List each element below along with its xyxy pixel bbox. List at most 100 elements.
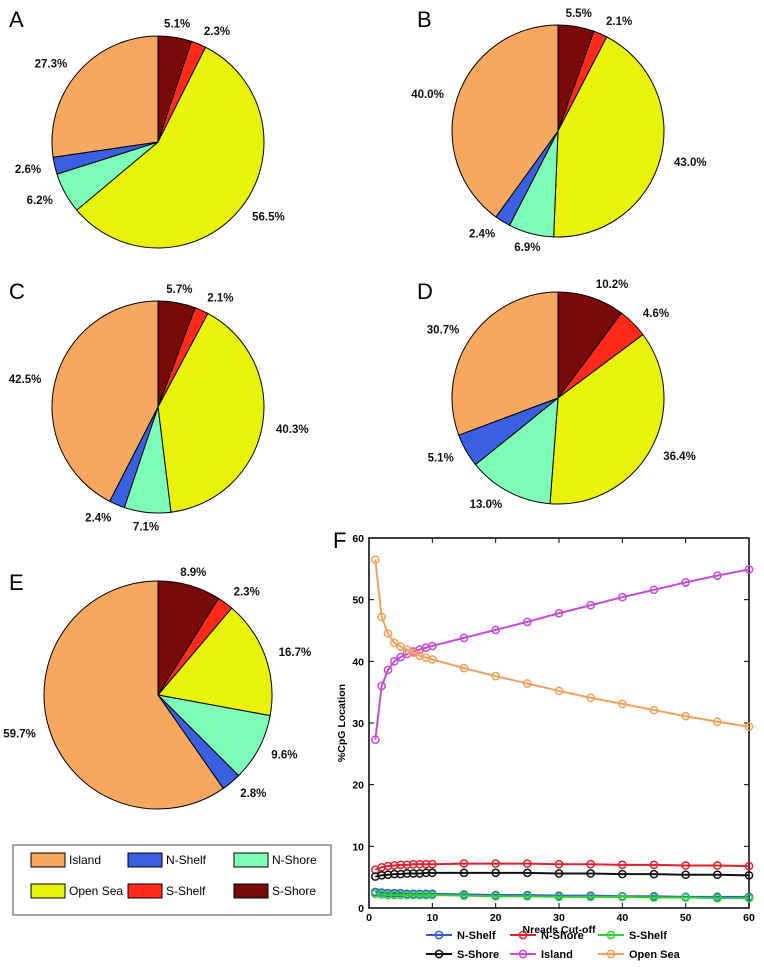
series-point-s-shelf xyxy=(617,892,627,902)
line-chart-plot-area xyxy=(368,537,750,909)
pie-legend-label-island: Island xyxy=(69,853,101,867)
pie-legend-swatch-s-shore xyxy=(233,883,269,899)
series-point-s-shore xyxy=(415,869,425,878)
y-tick-label: 60 xyxy=(352,533,364,545)
series-point-s-shelf xyxy=(712,893,722,903)
y-tick-label: 40 xyxy=(352,656,364,668)
y-tick-label: 20 xyxy=(352,780,364,792)
pie-c-label-island: 42.5% xyxy=(9,374,42,386)
series-point-n-shore xyxy=(383,861,393,871)
series-point-n-shore xyxy=(712,861,722,870)
series-point-s-shore xyxy=(522,868,532,878)
series-point-s-shelf xyxy=(377,890,387,899)
pie-a: 5.1% 2.3% 56.5% 6.2% 2.6% 27.3% xyxy=(15,19,285,249)
series-point-s-shelf xyxy=(396,890,406,900)
series-point-s-shelf xyxy=(427,890,437,900)
series-point-open-sea xyxy=(744,722,754,732)
series-point-island xyxy=(744,565,754,574)
line-legend-label-s-shelf: S-Shelf xyxy=(629,930,667,942)
series-point-island xyxy=(377,681,387,691)
pie-d-label-s-shore: 10.2% xyxy=(596,279,629,291)
series-point-open-sea xyxy=(617,699,627,709)
series-point-n-shore xyxy=(681,861,691,870)
series-point-n-shore xyxy=(415,859,425,869)
line-legend-marker-s-shelf xyxy=(606,930,616,940)
pie-e-label-s-shelf: 2.3% xyxy=(234,587,260,599)
series-s-shore xyxy=(370,868,754,881)
series-point-n-shore xyxy=(491,859,501,868)
pie-a-label-n-shore: 6.2% xyxy=(27,195,53,207)
pie-b-label-n-shelf: 2.4% xyxy=(469,228,495,240)
series-point-open-sea xyxy=(427,655,437,664)
series-point-s-shelf xyxy=(586,892,596,902)
series-point-n-shore xyxy=(421,859,431,869)
x-axis-label: Nreads Cut-off xyxy=(523,924,596,936)
series-point-island xyxy=(554,608,564,618)
series-island xyxy=(370,565,754,745)
x-tick-label: 60 xyxy=(743,912,755,924)
line-legend-marker-island xyxy=(518,949,528,959)
series-point-open-sea xyxy=(389,638,399,648)
panel-label-f: F xyxy=(333,528,346,553)
series-line-s-shelf xyxy=(375,892,749,900)
pie-a-slice-open-sea xyxy=(76,46,265,249)
line-legend-marker-n-shore xyxy=(518,930,528,940)
series-point-open-sea xyxy=(649,705,659,715)
series-point-n-shore xyxy=(402,860,412,870)
pie-d-slice-island xyxy=(451,291,559,436)
series-point-island xyxy=(617,592,627,602)
series-point-s-shelf xyxy=(744,893,754,903)
line-legend-marker-open-sea xyxy=(606,949,616,959)
pie-c-slice-open-sea xyxy=(157,312,265,513)
series-point-s-shore xyxy=(421,868,431,878)
y-tick-label: 0 xyxy=(358,903,364,915)
series-point-s-shore xyxy=(396,869,406,879)
y-tick-label: 10 xyxy=(352,841,364,853)
series-point-n-shore xyxy=(649,860,659,870)
line-chart-panel-f: 0 10 20 30 40 50 60 0 10 20 30 40 50 60 Nreads Cut-off… xyxy=(336,533,755,961)
series-point-s-shelf xyxy=(649,893,659,902)
panel-label-e: E xyxy=(9,570,24,595)
series-point-open-sea xyxy=(554,686,564,696)
pie-b-label-open-sea: 43.0% xyxy=(674,157,707,169)
series-point-s-shelf xyxy=(408,890,418,900)
pie-legend-swatch-island xyxy=(30,852,66,868)
pie-b-label-island: 40.0% xyxy=(411,89,444,101)
series-point-s-shelf xyxy=(459,891,469,901)
series-point-n-shore xyxy=(617,860,627,870)
x-tick-label: 10 xyxy=(426,912,438,924)
pie-d-label-island: 30.7% xyxy=(427,325,460,337)
series-point-s-shore xyxy=(389,869,399,879)
y-axis-label: %CpG Location xyxy=(336,684,348,762)
series-point-s-shelf xyxy=(554,892,564,902)
pie-d-label-open-sea: 36.4% xyxy=(663,451,696,463)
series-point-open-sea xyxy=(383,629,393,638)
pie-b-slice-open-sea xyxy=(553,36,665,238)
line-legend: N-Shelf N-Shore S-Shelf S-Shore Island Open S… xyxy=(426,930,681,961)
x-tick-label: 20 xyxy=(490,912,502,924)
series-point-island xyxy=(383,665,393,675)
series-point-n-shore xyxy=(408,859,418,869)
pie-e-slice-open-sea xyxy=(157,607,273,717)
series-point-s-shelf xyxy=(491,891,501,901)
series-point-s-shelf xyxy=(522,891,532,901)
series-point-open-sea xyxy=(370,555,380,564)
pie-d-label-n-shore: 13.0% xyxy=(470,499,503,511)
panel-label-d: D xyxy=(417,279,433,304)
series-point-s-shelf xyxy=(370,889,380,899)
series-line-n-shelf xyxy=(375,890,749,898)
series-point-s-shelf xyxy=(402,890,412,900)
series-point-open-sea xyxy=(712,717,722,727)
y-tick-label: 30 xyxy=(352,718,364,730)
series-point-s-shelf xyxy=(383,890,393,900)
series-point-n-shore xyxy=(396,860,406,870)
series-point-island xyxy=(370,735,380,745)
x-tick-label: 40 xyxy=(616,912,628,924)
pie-b: 5.5% 2.1% 43.0% 6.9% 2.4% 40.0% xyxy=(411,8,706,254)
series-point-open-sea xyxy=(586,693,596,703)
pie-c-label-n-shore: 7.1% xyxy=(133,521,159,533)
line-legend-marker-n-shelf xyxy=(434,930,444,940)
pie-e-label-open-sea: 16.7% xyxy=(279,647,312,659)
series-line-island xyxy=(374,568,750,740)
pie-a-label-n-shelf: 2.6% xyxy=(15,164,41,176)
